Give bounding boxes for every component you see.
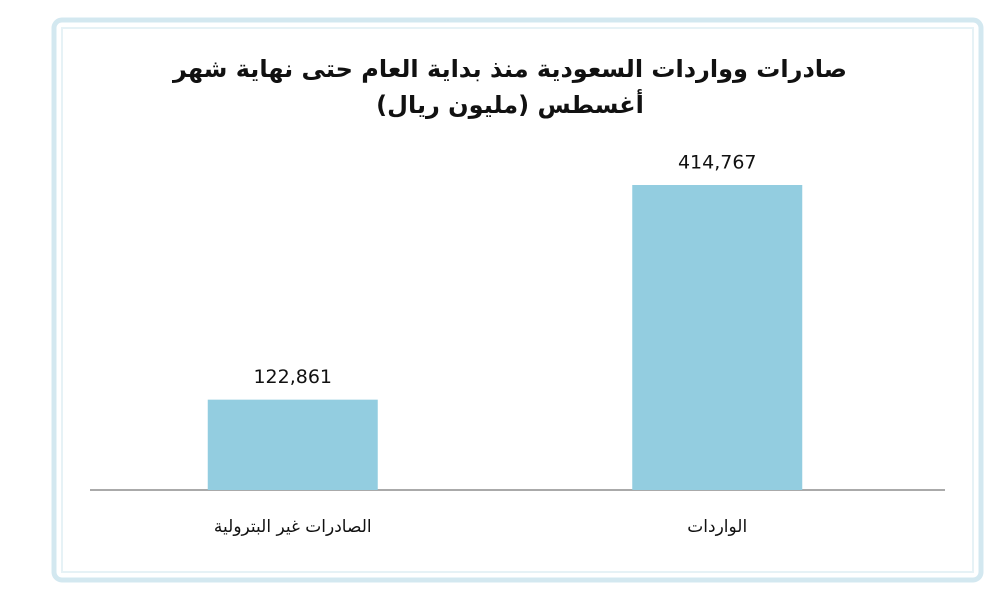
bar (632, 185, 803, 490)
value-label: 122,861 (253, 366, 332, 388)
inner-frame (61, 27, 974, 573)
value-label: 414,767 (678, 152, 757, 174)
x-tick-label: الصادرات غير البترولية (214, 517, 372, 537)
chart-title: أغسطس (مليون ريال) (376, 89, 644, 119)
chart-title: صادرات وواردات السعودية منذ بداية العام … (172, 55, 847, 83)
bar (207, 399, 378, 490)
x-tick-label: الواردات (687, 517, 747, 537)
